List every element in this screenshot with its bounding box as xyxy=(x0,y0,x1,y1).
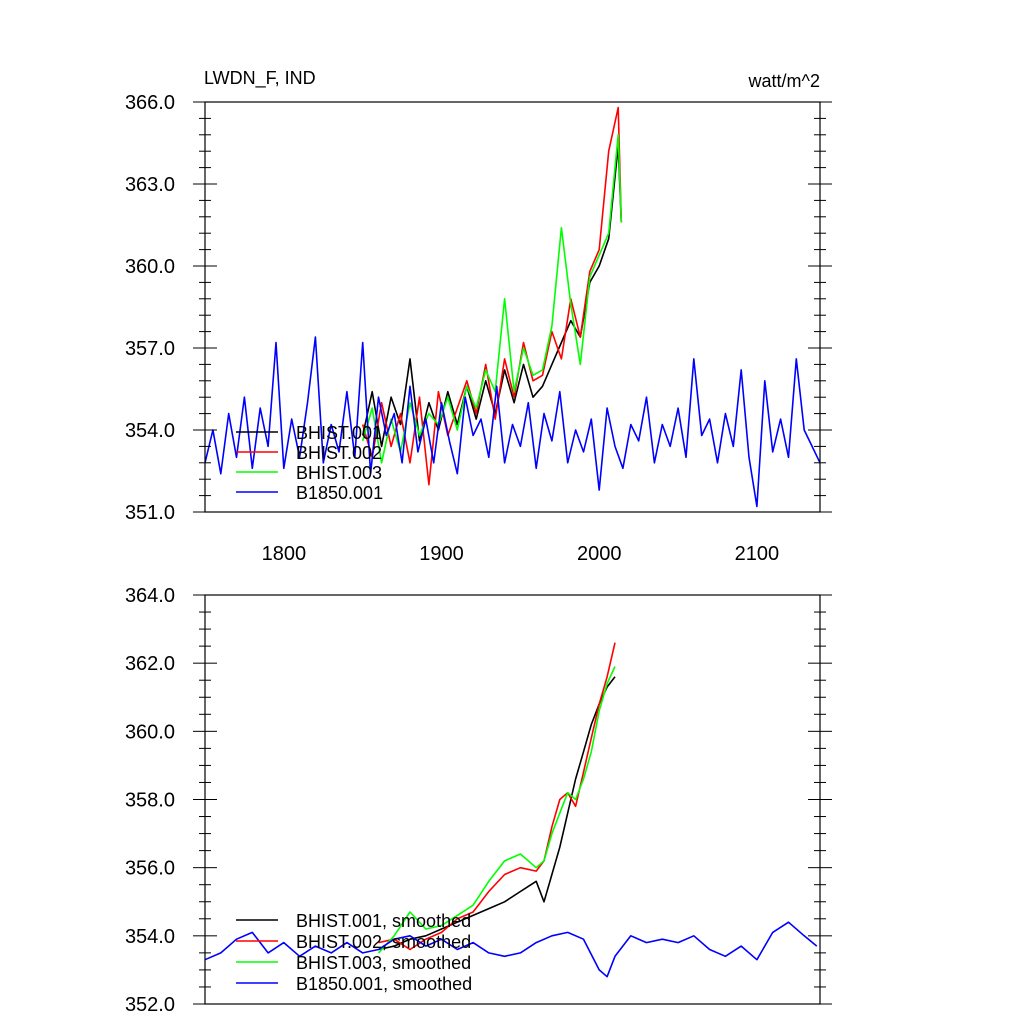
legend-label: BHIST.003 xyxy=(296,463,382,483)
plot-border xyxy=(204,101,821,513)
y-tick-label: 363.0 xyxy=(125,174,175,196)
y-tick-label: 352.0 xyxy=(125,994,175,1016)
series-line-3 xyxy=(205,921,818,978)
top-plot-area xyxy=(205,106,820,508)
top-panel-units: watt/m^2 xyxy=(748,71,820,91)
series-line-1 xyxy=(361,106,623,486)
legend-label: BHIST.003, smoothed xyxy=(296,953,471,973)
y-tick-label: 362.0 xyxy=(125,653,175,675)
top-panel-title: LWDN_F, IND xyxy=(204,68,316,89)
y-tick-label: 356.0 xyxy=(125,858,175,880)
series-line-0 xyxy=(378,676,616,951)
y-tick-label: 364.0 xyxy=(125,585,175,607)
legend-label: B1850.001 xyxy=(296,483,383,503)
y-tick-label: 351.0 xyxy=(125,502,175,524)
series-line-3 xyxy=(205,336,820,508)
bottom-plot-area xyxy=(205,642,818,978)
bottom-panel: 352.0 354.0 356.0 358.0 360.0 362.0 364.0 BHIS… xyxy=(125,585,832,1016)
legend-label: BHIST.001 xyxy=(296,423,382,443)
y-tick-label: 354.0 xyxy=(125,926,175,948)
y-tick-label: 366.0 xyxy=(125,92,175,114)
series-line-2 xyxy=(377,666,616,954)
x-tick-label: 1800 xyxy=(262,543,307,565)
y-tick-label: 354.0 xyxy=(125,420,175,442)
y-tick-label: 357.0 xyxy=(125,338,175,360)
series-line-1 xyxy=(378,642,616,951)
legend-label: BHIST.002 xyxy=(296,443,382,463)
top-plot-frame: 351.0 354.0 357.0 360.0 363.0 366.0 1800 1900 20… xyxy=(125,92,832,565)
y-tick-label: 360.0 xyxy=(125,721,175,743)
x-tick-label: 2000 xyxy=(577,543,622,565)
top-panel: LWDN_F, IND watt/m^2 351.0 354.0 357.0 360.… xyxy=(125,68,832,565)
y-tick-label: 360.0 xyxy=(125,256,175,278)
x-tick-label: 1900 xyxy=(419,543,464,565)
legend-label: B1850.001, smoothed xyxy=(296,974,472,994)
x-tick-label: 2100 xyxy=(735,543,780,565)
legend-label: BHIST.002, smoothed xyxy=(296,932,471,952)
y-tick-label: 358.0 xyxy=(125,790,175,812)
bottom-plot-frame: 352.0 354.0 356.0 358.0 360.0 362.0 364.0 xyxy=(125,585,832,1016)
legend-label: BHIST.001, smoothed xyxy=(296,911,471,931)
